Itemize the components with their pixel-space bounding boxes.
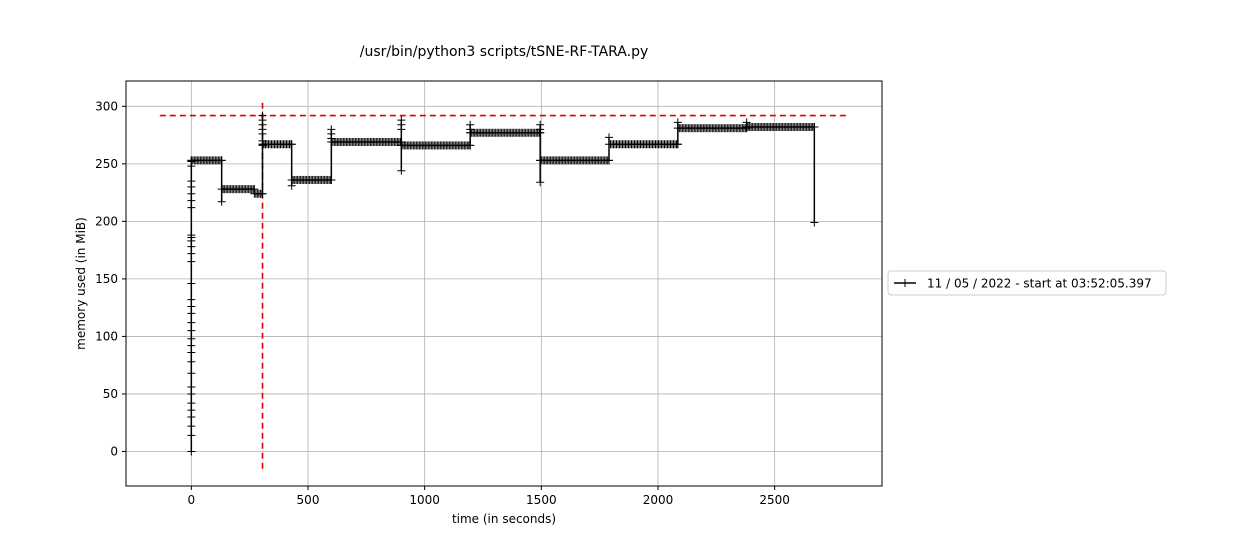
data-point-marker [187,431,196,440]
data-point-marker [810,218,819,227]
data-point-marker [187,357,196,366]
y-axis-label: memory used (in MiB) [74,217,88,350]
data-point-marker [187,389,196,398]
x-tick-label: 2000 [643,493,674,507]
data-point-marker [187,399,196,408]
data-point-marker [187,302,196,311]
data-point-marker [536,178,545,187]
data-point-marker [187,406,196,415]
data-point-marker [327,175,336,184]
data-point-marker [187,341,196,350]
data-point-marker [187,203,196,212]
legend-box [887,270,1167,296]
chart-title: /usr/bin/python3 scripts/tSNE-RF-TARA.py [360,44,649,60]
data-point-marker [217,197,226,206]
x-tick-label: 500 [297,493,320,507]
data-series [187,111,819,456]
data-point-marker [258,129,267,138]
grid [126,81,882,486]
x-axis-label: time (in seconds) [452,512,556,526]
y-tick-label: 50 [103,387,118,401]
y-tick-label: 100 [95,329,118,343]
data-point-marker [605,133,613,142]
data-point-marker [187,257,196,266]
data-point-marker [673,140,682,149]
data-point-marker [397,125,406,134]
data-point-marker [187,249,196,258]
data-point-marker [605,156,613,165]
legend-entry: 11 / 05 / 2022 - start at 03:52:05.397 [927,277,1152,291]
data-point-marker [187,369,196,378]
data-point-marker [810,123,819,132]
data-point-marker [287,140,296,149]
data-point-marker [217,156,226,165]
legend: 11 / 05 / 2022 - start at 03:52:05.397 [887,270,1167,296]
data-point-marker [187,189,196,198]
y-tick-label: 150 [95,272,118,286]
data-point-marker [187,412,196,421]
data-point-marker [536,125,545,134]
data-point-marker [187,309,196,318]
series-layer [187,111,819,456]
data-point-marker [187,326,196,335]
data-point-marker [466,141,475,150]
data-point-marker [187,318,196,327]
plot-frame [125,80,883,487]
y-tick-label: 0 [110,444,118,458]
data-point-marker [187,348,196,357]
axis-ticks: 0 500 1000 1500 2000 2500 0 50 100 150 200 250 300 [95,99,790,507]
data-point-marker [187,279,196,288]
series-line [220,160,255,202]
data-point-marker [187,295,196,304]
data-point-marker [187,334,196,343]
y-tick-label: 250 [95,157,118,171]
x-tick-label: 2500 [759,493,790,507]
x-tick-label: 1000 [409,493,440,507]
data-point-marker [187,447,196,456]
data-point-marker [397,166,406,175]
x-tick-label: 1500 [526,493,557,507]
data-point-marker [258,189,267,198]
data-point-marker [187,383,196,392]
data-point-marker [187,231,196,240]
data-point-marker [187,196,196,205]
y-tick-label: 200 [95,214,118,228]
legend-marker-swatch [901,279,909,287]
x-tick-label: 0 [188,493,196,507]
data-point-marker [187,177,196,186]
y-tick-label: 300 [95,99,118,113]
data-point-marker [187,422,196,431]
reference-lines [159,99,849,469]
